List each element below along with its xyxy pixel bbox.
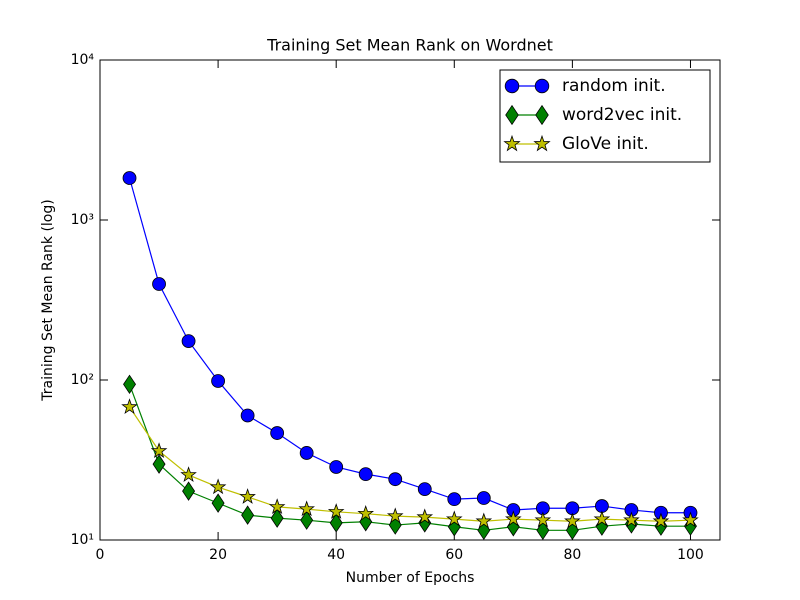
marker — [180, 466, 197, 483]
marker — [505, 510, 522, 527]
marker — [358, 467, 373, 482]
marker — [475, 512, 493, 529]
y-axis-label: Training Set Mean Rank (log) — [40, 199, 56, 401]
legend-marker — [503, 134, 521, 152]
legend-marker — [533, 134, 551, 152]
marker — [211, 493, 225, 513]
marker — [652, 512, 670, 529]
marker — [152, 454, 166, 474]
marker — [447, 492, 462, 507]
x-tick-label: 100 — [677, 547, 704, 563]
legend-label: GloVe init. — [562, 134, 649, 154]
marker — [682, 511, 699, 528]
marker — [270, 508, 284, 528]
marker — [181, 334, 196, 349]
marker — [329, 513, 343, 533]
marker — [209, 478, 227, 495]
marker — [123, 374, 137, 395]
series-line — [129, 406, 691, 522]
marker — [152, 277, 166, 291]
legend-label: random init. — [562, 76, 666, 96]
marker — [418, 513, 432, 533]
marker — [182, 481, 196, 501]
marker — [300, 510, 314, 530]
marker — [329, 460, 344, 474]
series-line — [128, 177, 691, 514]
legend-marker — [535, 104, 549, 126]
y-tick-label: 10² — [71, 372, 94, 388]
marker — [564, 512, 581, 529]
legend-label: word2vec init. — [562, 105, 682, 125]
marker — [240, 408, 255, 423]
marker — [239, 488, 256, 504]
x-tick-label: 80 — [563, 547, 581, 563]
marker — [211, 374, 225, 388]
legend-marker — [504, 78, 520, 94]
chart-title: Training Set Mean Rank on Wordnet — [266, 36, 553, 55]
marker — [270, 426, 285, 440]
marker — [121, 398, 138, 415]
marker — [241, 505, 255, 525]
marker — [386, 507, 404, 524]
x-tick-label: 0 — [96, 547, 105, 563]
marker — [476, 491, 491, 505]
marker — [683, 516, 697, 536]
marker — [417, 482, 432, 497]
x-tick-label: 20 — [209, 547, 227, 563]
marker — [536, 520, 550, 541]
marker — [534, 511, 552, 528]
x-axis-label: Number of Epochs — [346, 570, 475, 586]
marker — [327, 503, 345, 519]
marker — [445, 510, 463, 527]
legend-marker — [505, 104, 519, 126]
x-tick-label: 60 — [445, 547, 463, 563]
plot-frame — [99, 59, 721, 541]
marker — [268, 498, 286, 514]
marker — [150, 442, 168, 459]
marker — [623, 511, 640, 528]
marker — [388, 472, 403, 487]
x-tick-label: 40 — [327, 547, 345, 563]
marker — [122, 171, 137, 185]
y-tick-label: 10³ — [71, 212, 94, 228]
y-tick-label: 10¹ — [71, 532, 94, 548]
marker — [357, 504, 375, 521]
marker — [299, 446, 314, 460]
marker — [416, 508, 434, 525]
marker — [298, 500, 315, 517]
marker — [593, 510, 611, 527]
y-tick-label: 10⁴ — [71, 52, 95, 68]
legend-marker — [534, 78, 550, 94]
